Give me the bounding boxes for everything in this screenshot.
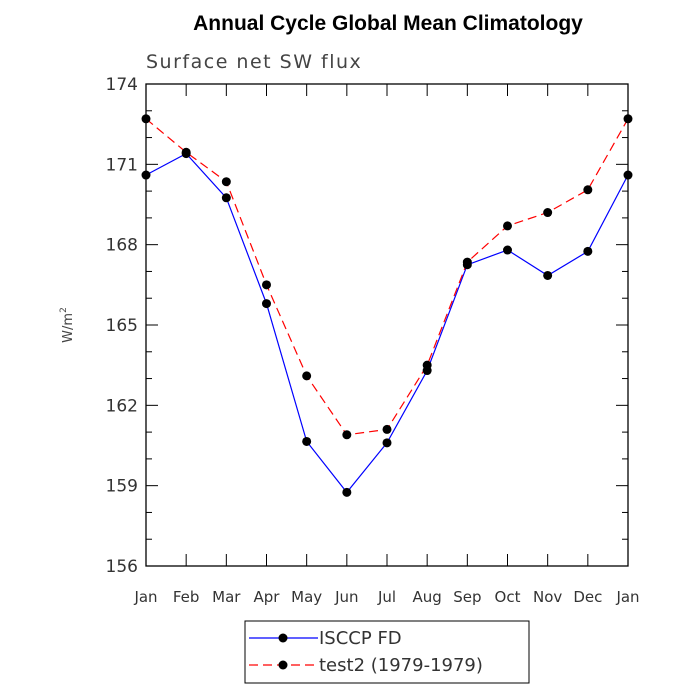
x-tick-label: Jul	[377, 588, 396, 606]
x-tick-label: May	[291, 588, 322, 606]
legend-box	[244, 620, 530, 684]
x-tick-label: Nov	[533, 588, 562, 606]
y-tick-label: 162	[106, 396, 138, 416]
x-tick-label: Jan	[133, 588, 157, 606]
series-1-point	[382, 438, 392, 448]
x-tick-label: Jun	[334, 588, 358, 606]
legend: ISCCP FD test2 (1979-1979)	[249, 628, 483, 676]
major-ticks	[145, 83, 629, 567]
y-tick-label: 156	[106, 557, 138, 577]
series-1-point	[503, 245, 512, 255]
series-2-point	[543, 208, 553, 218]
y-tick-label: 159	[106, 477, 138, 497]
y-axis-label: W/m2	[59, 307, 76, 343]
series-1-point	[583, 246, 593, 256]
series-2-point	[262, 280, 271, 290]
series-1-point	[543, 270, 553, 280]
series-2-point	[221, 177, 231, 187]
series-2-point	[503, 221, 512, 231]
x-tick-label: Aug	[413, 588, 442, 606]
series-2-point	[583, 185, 593, 195]
x-tick-labels: Jan Feb Mar Apr May Jun Jul Aug Sep Oct Nov Dec Jan	[133, 588, 639, 606]
series-1-point	[262, 299, 271, 309]
series-lines	[145, 118, 629, 494]
series-2-point	[302, 371, 312, 381]
series-2-point	[382, 424, 392, 434]
y-tick-label: 165	[106, 316, 138, 336]
legend-marker-1	[278, 633, 288, 643]
series-line-2	[145, 118, 629, 436]
minor-ticks	[146, 110, 628, 540]
series-markers	[141, 114, 633, 497]
y-tick-label: 174	[106, 75, 138, 95]
series-1-point	[302, 436, 312, 446]
series-2-point	[181, 147, 191, 157]
legend-marker-2	[278, 660, 288, 670]
series-2-point	[342, 430, 352, 440]
x-tick-label: Jan	[615, 588, 639, 606]
legend-label-2: test2 (1979-1979)	[319, 655, 483, 676]
x-tick-label: Sep	[453, 588, 481, 606]
chart-title: Annual Cycle Global Mean Climatology	[193, 12, 583, 35]
x-tick-label: Feb	[173, 588, 200, 606]
series-2-point	[462, 257, 472, 267]
y-axis-label-sup: 2	[59, 307, 69, 313]
x-tick-label: Dec	[573, 588, 602, 606]
series-1-point	[342, 487, 352, 497]
legend-label-1: ISCCP FD	[319, 628, 402, 649]
x-tick-label: Apr	[254, 588, 281, 606]
chart-subtitle: Surface net SW flux	[146, 51, 362, 73]
y-axis-label-text: W/m	[61, 313, 76, 343]
y-tick-label: 171	[106, 155, 138, 175]
series-2-point	[422, 360, 432, 370]
plot-frame	[145, 83, 629, 567]
series-1-point	[221, 193, 231, 203]
x-tick-label: Mar	[212, 588, 241, 606]
x-tick-label: Oct	[495, 588, 521, 606]
y-tick-labels: 156 159 162 165 168 171 174	[106, 75, 138, 577]
y-tick-label: 168	[106, 236, 138, 256]
